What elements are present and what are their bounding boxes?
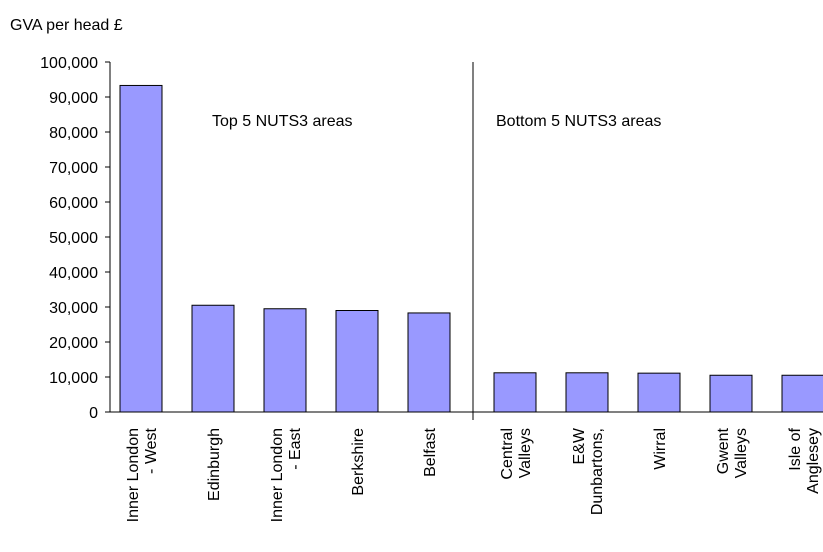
annotation: Bottom 5 NUTS3 areas	[496, 113, 661, 130]
x-tick-label: Valleys	[517, 428, 534, 478]
y-tick-label: 60,000	[49, 195, 98, 212]
x-tick-label: Anglesey	[805, 428, 822, 494]
x-tick-label: - West	[143, 427, 160, 473]
bar	[709, 374, 753, 413]
y-axis-label: GVA per head £	[10, 17, 123, 34]
y-tick-label: 90,000	[49, 90, 98, 107]
bar	[565, 372, 609, 413]
bar	[263, 308, 307, 413]
x-tick-label: Inner London	[125, 428, 142, 522]
y-tick-label: 30,000	[49, 300, 98, 317]
bar	[335, 310, 379, 413]
x-tick-label: Berkshire	[350, 428, 367, 496]
bar	[191, 304, 235, 413]
bar	[119, 84, 163, 413]
y-tick-label: 20,000	[49, 335, 98, 352]
x-tick-label: Valleys	[733, 428, 750, 478]
x-tick-label: Edinburgh	[206, 428, 223, 501]
x-tick-label: Central	[499, 428, 516, 480]
x-tick-label: Wirral	[652, 428, 669, 470]
y-tick-label: 0	[89, 405, 98, 422]
x-tick-label: Inner London	[269, 428, 286, 522]
x-tick-label: Dunbartons,	[589, 428, 606, 515]
x-tick-label: - East	[287, 427, 304, 469]
x-tick-label: Gwent	[715, 427, 732, 474]
bar	[781, 374, 823, 413]
annotation: Top 5 NUTS3 areas	[212, 113, 353, 130]
x-tick-label: E&W	[571, 427, 588, 464]
y-tick-label: 40,000	[49, 265, 98, 282]
y-tick-label: 10,000	[49, 370, 98, 387]
y-tick-label: 100,000	[40, 55, 98, 72]
y-tick-label: 50,000	[49, 230, 98, 247]
y-tick-label: 80,000	[49, 125, 98, 142]
x-tick-label: Isle of	[787, 427, 804, 470]
y-tick-label: 70,000	[49, 160, 98, 177]
bar	[407, 312, 451, 413]
bar	[493, 372, 537, 413]
bar	[637, 372, 681, 413]
x-tick-label: Belfast	[422, 427, 439, 476]
